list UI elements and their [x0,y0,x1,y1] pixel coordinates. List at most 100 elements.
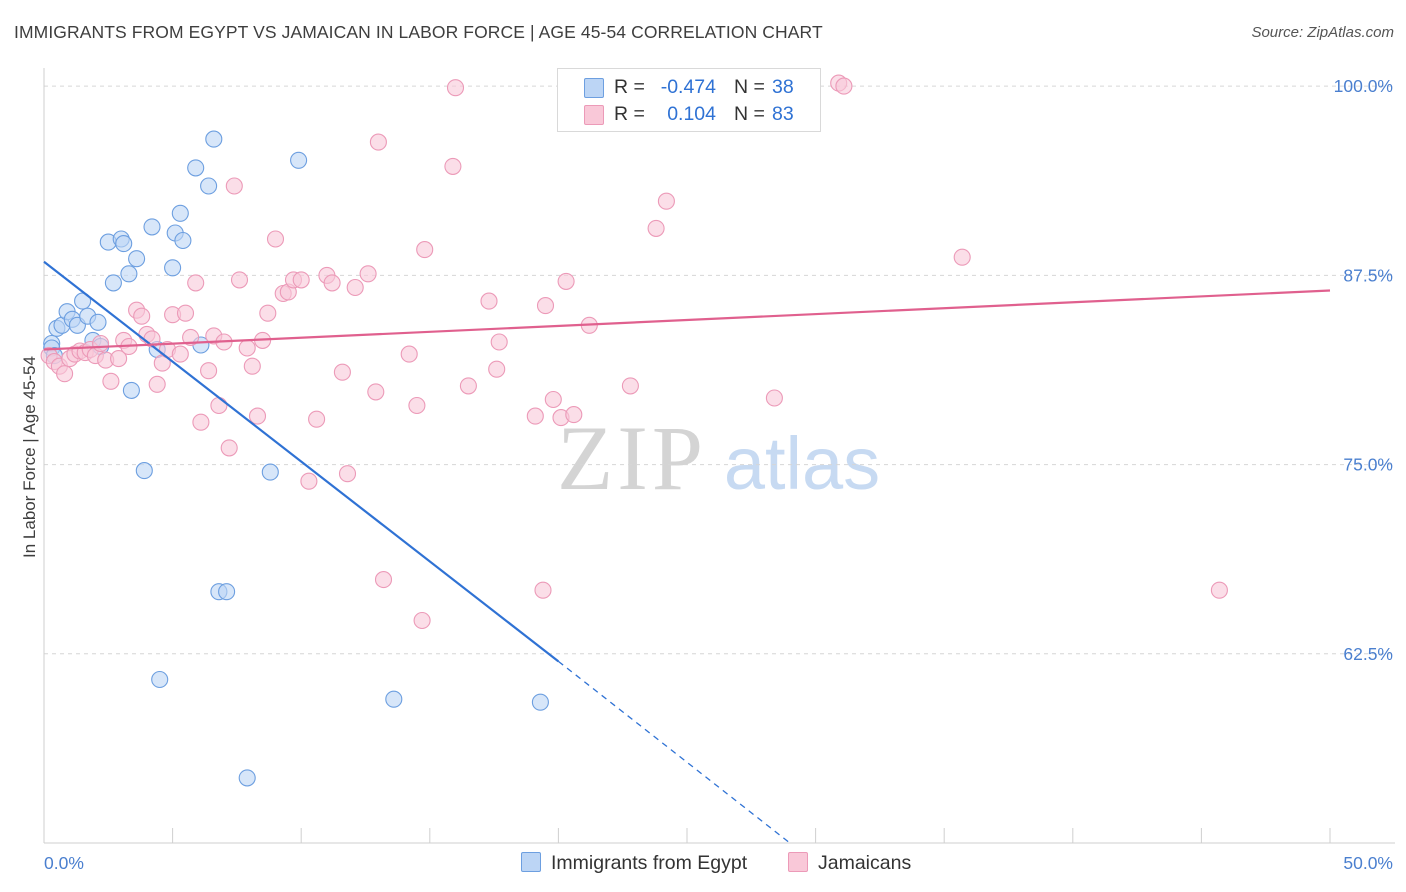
jamaica-point [200,362,218,380]
jamaica-point [210,396,228,415]
jamaica-point [1210,581,1228,599]
egypt-point [115,235,133,253]
source-label: Source: ZipAtlas.com [1251,24,1394,41]
jamaica-point [621,377,639,395]
egypt-point [238,769,256,787]
jamaica-point [953,248,971,266]
egypt-swatch [584,78,604,98]
jamaica-point [308,410,326,428]
jamaica-point [225,177,243,195]
jamaica-point [565,406,583,424]
jamaica-point [346,278,364,297]
egypt-point [385,690,403,708]
stats-row-jamaica: R = 0.104 N = 83 [558,100,820,126]
watermark-zip: ZIP [557,407,707,509]
egypt-point [174,231,192,250]
egypt-point [151,670,169,689]
egypt-point [531,693,549,711]
egypt-point [187,159,205,177]
jamaica-point [408,396,426,415]
jamaica-point [187,274,205,292]
x-tick-label-min: 0.0% [44,853,84,873]
legend-jamaica-swatch [788,852,808,872]
legend-item-jamaica: Jamaicans [788,852,911,875]
jamaica-point [657,192,675,210]
jamaica-point [416,241,434,259]
jamaica-point [338,465,357,483]
egypt-point [128,250,146,268]
egypt-point [143,218,161,236]
jamaica-point [526,407,544,425]
y-tick-label: 87.5% [1343,265,1393,285]
egypt-point [120,265,138,283]
jamaica-point [300,472,318,490]
egypt-point [290,151,308,169]
jamaica-point [56,365,74,383]
jamaica-point [369,133,387,151]
egypt-n-label: N = [734,76,765,98]
watermark-atlas: atlas [724,422,880,505]
egypt-point [200,177,218,195]
jamaica-point [333,363,351,381]
jamaica-point [536,297,555,315]
stats-box: R = -0.474 N = 38 R = 0.104 N = 83 [557,68,821,132]
jamaica-point [148,375,166,393]
jamaica-point [243,357,261,375]
jamaica-point [544,390,562,409]
jamaica-swatch [584,105,604,125]
jamaica-point [367,383,385,401]
jamaica-point [102,372,120,390]
jamaica-point [400,345,418,363]
jamaica-point [266,230,285,248]
jamaica-point [765,389,783,407]
legend-egypt-label: Immigrants from Egypt [551,852,748,874]
egypt-point [89,313,107,331]
jamaica-n-label: N = [734,103,765,125]
jamaica-point [835,77,853,95]
jamaica-point [238,339,256,357]
jamaica-point [490,333,508,351]
jamaica-point [133,307,151,325]
jamaica-r-label: R = [614,103,645,125]
egypt-point [104,274,122,292]
jamaica-point [446,79,465,97]
y-tick-label: 100.0% [1334,76,1393,96]
jamaica-r-value: 0.104 [667,103,716,125]
egypt-point [122,381,140,399]
egypt-r-label: R = [614,76,645,98]
jamaica-point [176,304,195,322]
jamaica-trend-line [43,289,1331,351]
jamaica-point [292,271,310,289]
jamaica-point [248,407,267,425]
jamaica-point [230,271,249,289]
egypt-trend-extension [557,660,791,844]
jamaica-point [259,304,277,322]
stats-row-egypt: R = -0.474 N = 38 [558,73,820,99]
jamaica-point [92,334,110,353]
egypt-point [135,462,153,480]
jamaica-n-value: 83 [772,103,794,125]
egypt-r-value: -0.474 [660,76,716,98]
jamaica-point [459,377,477,395]
legend-egypt-swatch [521,852,541,872]
jamaica-point [374,571,393,589]
jamaica-point [534,581,552,599]
egypt-point [205,130,223,148]
jamaica-point [220,439,238,457]
egypt-trend-line [43,260,560,663]
x-tick-label-max: 50.0% [1343,853,1393,873]
jamaica-point [359,265,377,283]
jamaica-point [488,360,506,378]
y-axis-label: In Labor Force | Age 45-54 [20,356,39,558]
egypt-n-value: 38 [772,76,794,98]
chart-title: IMMIGRANTS FROM EGYPT VS JAMAICAN IN LAB… [14,22,823,42]
jamaica-point [323,274,341,292]
jamaica-point [480,292,498,310]
jamaica-point [171,345,189,363]
y-tick-label: 62.5% [1343,644,1393,664]
egypt-point [261,463,279,481]
jamaica-point [413,611,431,630]
legend-jamaica-label: Jamaicans [818,852,912,874]
jamaica-point [444,157,462,175]
